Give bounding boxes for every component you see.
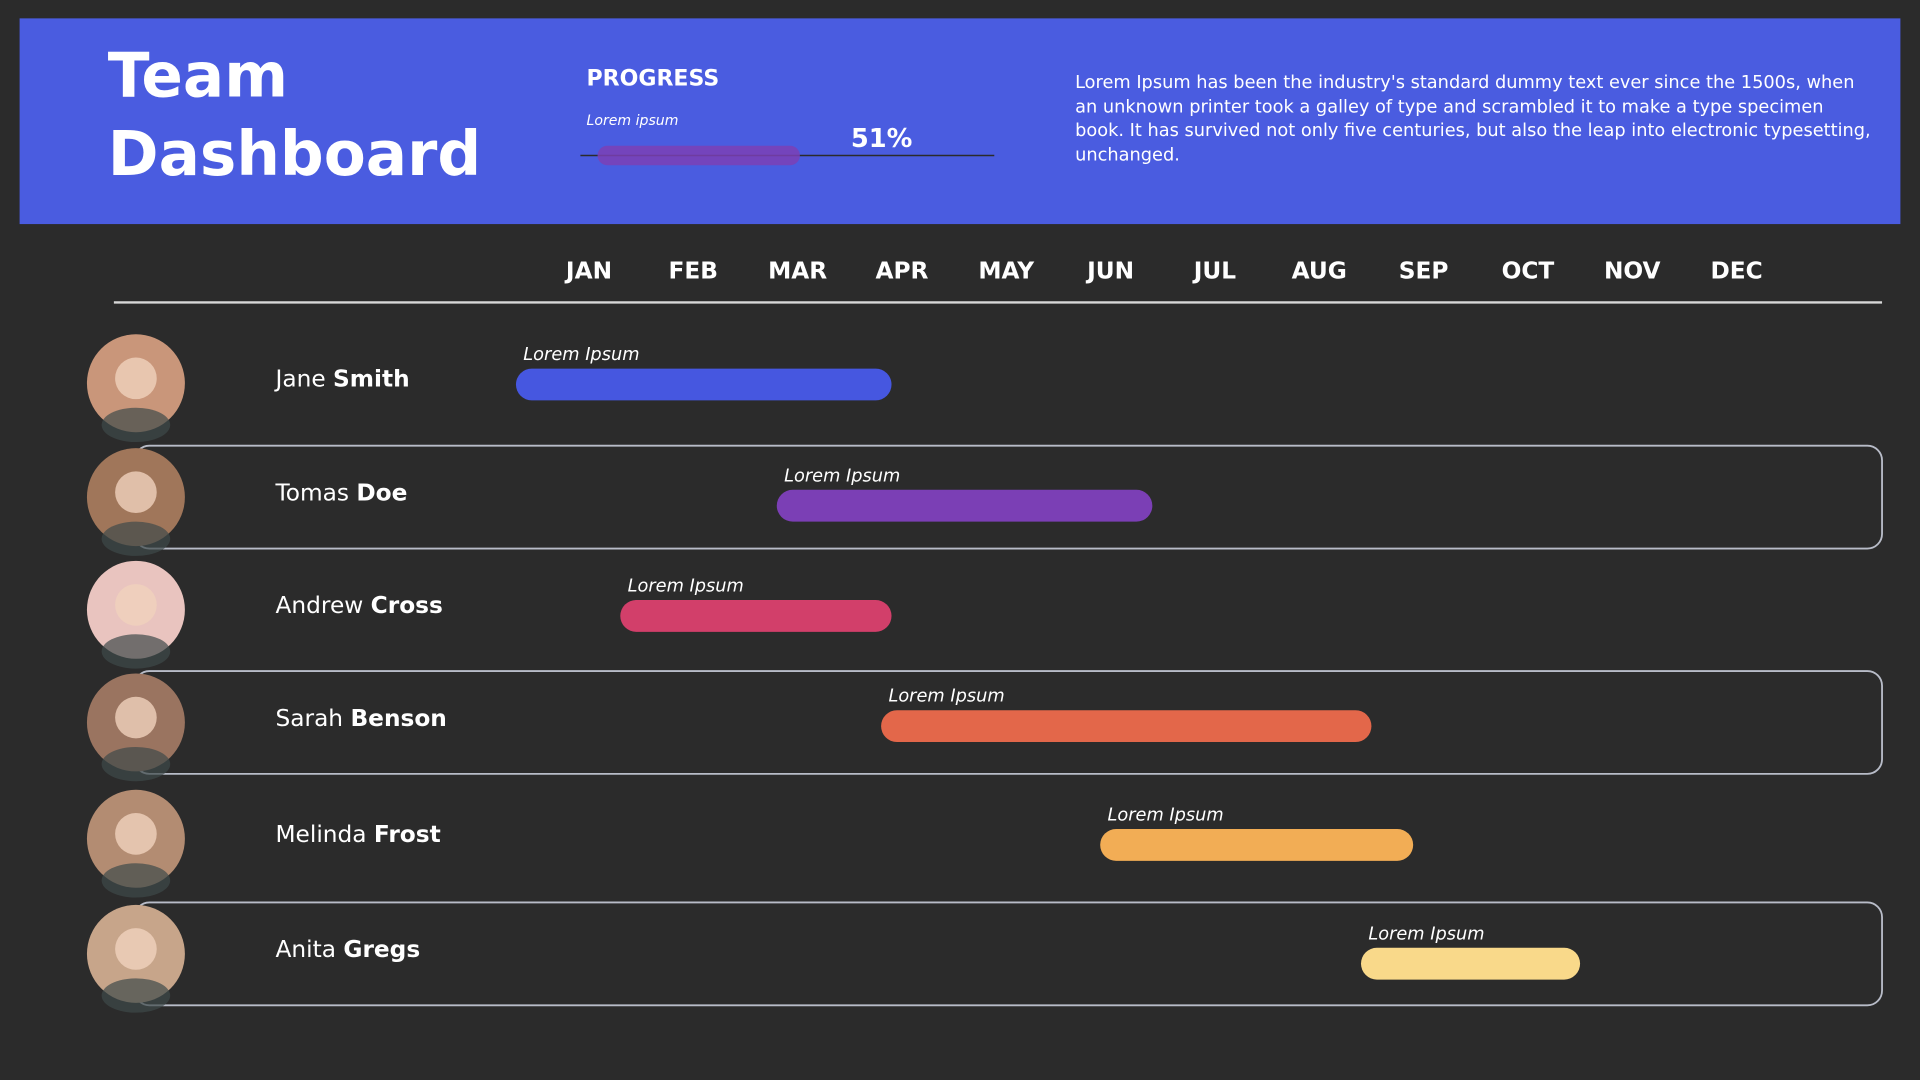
avatar-shoulders: [101, 521, 171, 556]
last-name: Smith: [333, 365, 410, 392]
progress-heading: PROGRESS: [587, 67, 720, 92]
avatar-face: [115, 584, 157, 626]
avatar-shoulders: [101, 407, 171, 443]
member-name: Jane Smith: [274, 365, 410, 392]
member-name: Sarah Benson: [276, 704, 447, 731]
last-name: Frost: [374, 821, 441, 848]
first-name: Sarah: [276, 704, 344, 731]
progress-label: Lorem ipsum: [587, 113, 679, 129]
task-label: Lorem Ipsum: [628, 577, 744, 597]
title-box: Team Dashboard: [107, 40, 482, 190]
month-label: FEB: [669, 257, 719, 284]
last-name: Doe: [356, 479, 407, 506]
task-bar: [620, 600, 892, 632]
avatar-shoulders: [101, 978, 171, 1013]
month-label: DEC: [1710, 257, 1762, 284]
task-bar: [1360, 947, 1581, 980]
month-label: NOV: [1604, 257, 1661, 284]
first-name: Melinda: [276, 821, 367, 848]
progress-value: 51%: [851, 124, 913, 154]
first-name: Tomas: [275, 479, 349, 506]
description-box: Lorem Ipsum has been the industry's stan…: [1075, 73, 1871, 165]
member-name: Tomas Doe: [275, 479, 408, 506]
month-label: SEP: [1399, 257, 1449, 284]
header-panel: [19, 18, 1901, 225]
task-label: Lorem Ipsum: [784, 466, 900, 486]
month-label: JUN: [1085, 257, 1134, 284]
avatar-shoulders: [101, 634, 171, 669]
member-name: Andrew Cross: [276, 592, 443, 619]
description: Lorem Ipsum has been the industry's stan…: [1075, 73, 1871, 165]
task-label: Lorem Ipsum: [888, 687, 1004, 707]
month-label: AUG: [1292, 257, 1347, 284]
month-label: JAN: [564, 257, 612, 284]
month-label: APR: [875, 257, 928, 284]
avatar-face: [115, 928, 157, 970]
task-bar: [776, 489, 1153, 522]
progress-fill: [597, 145, 800, 166]
member-name: Anita Gregs: [276, 936, 421, 963]
avatar-face: [115, 471, 157, 514]
first-name: Jane: [274, 365, 326, 392]
last-name: Benson: [350, 704, 446, 731]
avatar-shoulders: [101, 863, 171, 898]
month-label: MAR: [768, 257, 827, 284]
task-bar: [881, 710, 1372, 743]
avatar-face: [115, 813, 157, 855]
task-bar: [1100, 828, 1414, 861]
avatar-face: [115, 696, 157, 739]
member-name: Melinda Frost: [276, 821, 441, 848]
first-name: Andrew: [276, 592, 364, 619]
first-name: Anita: [276, 936, 336, 963]
last-name: Cross: [371, 592, 443, 619]
task-label: Lorem Ipsum: [1368, 924, 1484, 944]
last-name: Gregs: [343, 936, 420, 963]
avatar-shoulders: [101, 746, 171, 782]
task-label: Lorem Ipsum: [1108, 806, 1224, 826]
month-label: MAY: [978, 257, 1035, 284]
task-label: Lorem Ipsum: [523, 345, 639, 365]
month-label: OCT: [1502, 257, 1555, 284]
title: Team Dashboard: [107, 40, 482, 190]
avatar-face: [115, 357, 157, 400]
task-bar: [515, 368, 892, 401]
month-label: JUL: [1192, 257, 1237, 284]
